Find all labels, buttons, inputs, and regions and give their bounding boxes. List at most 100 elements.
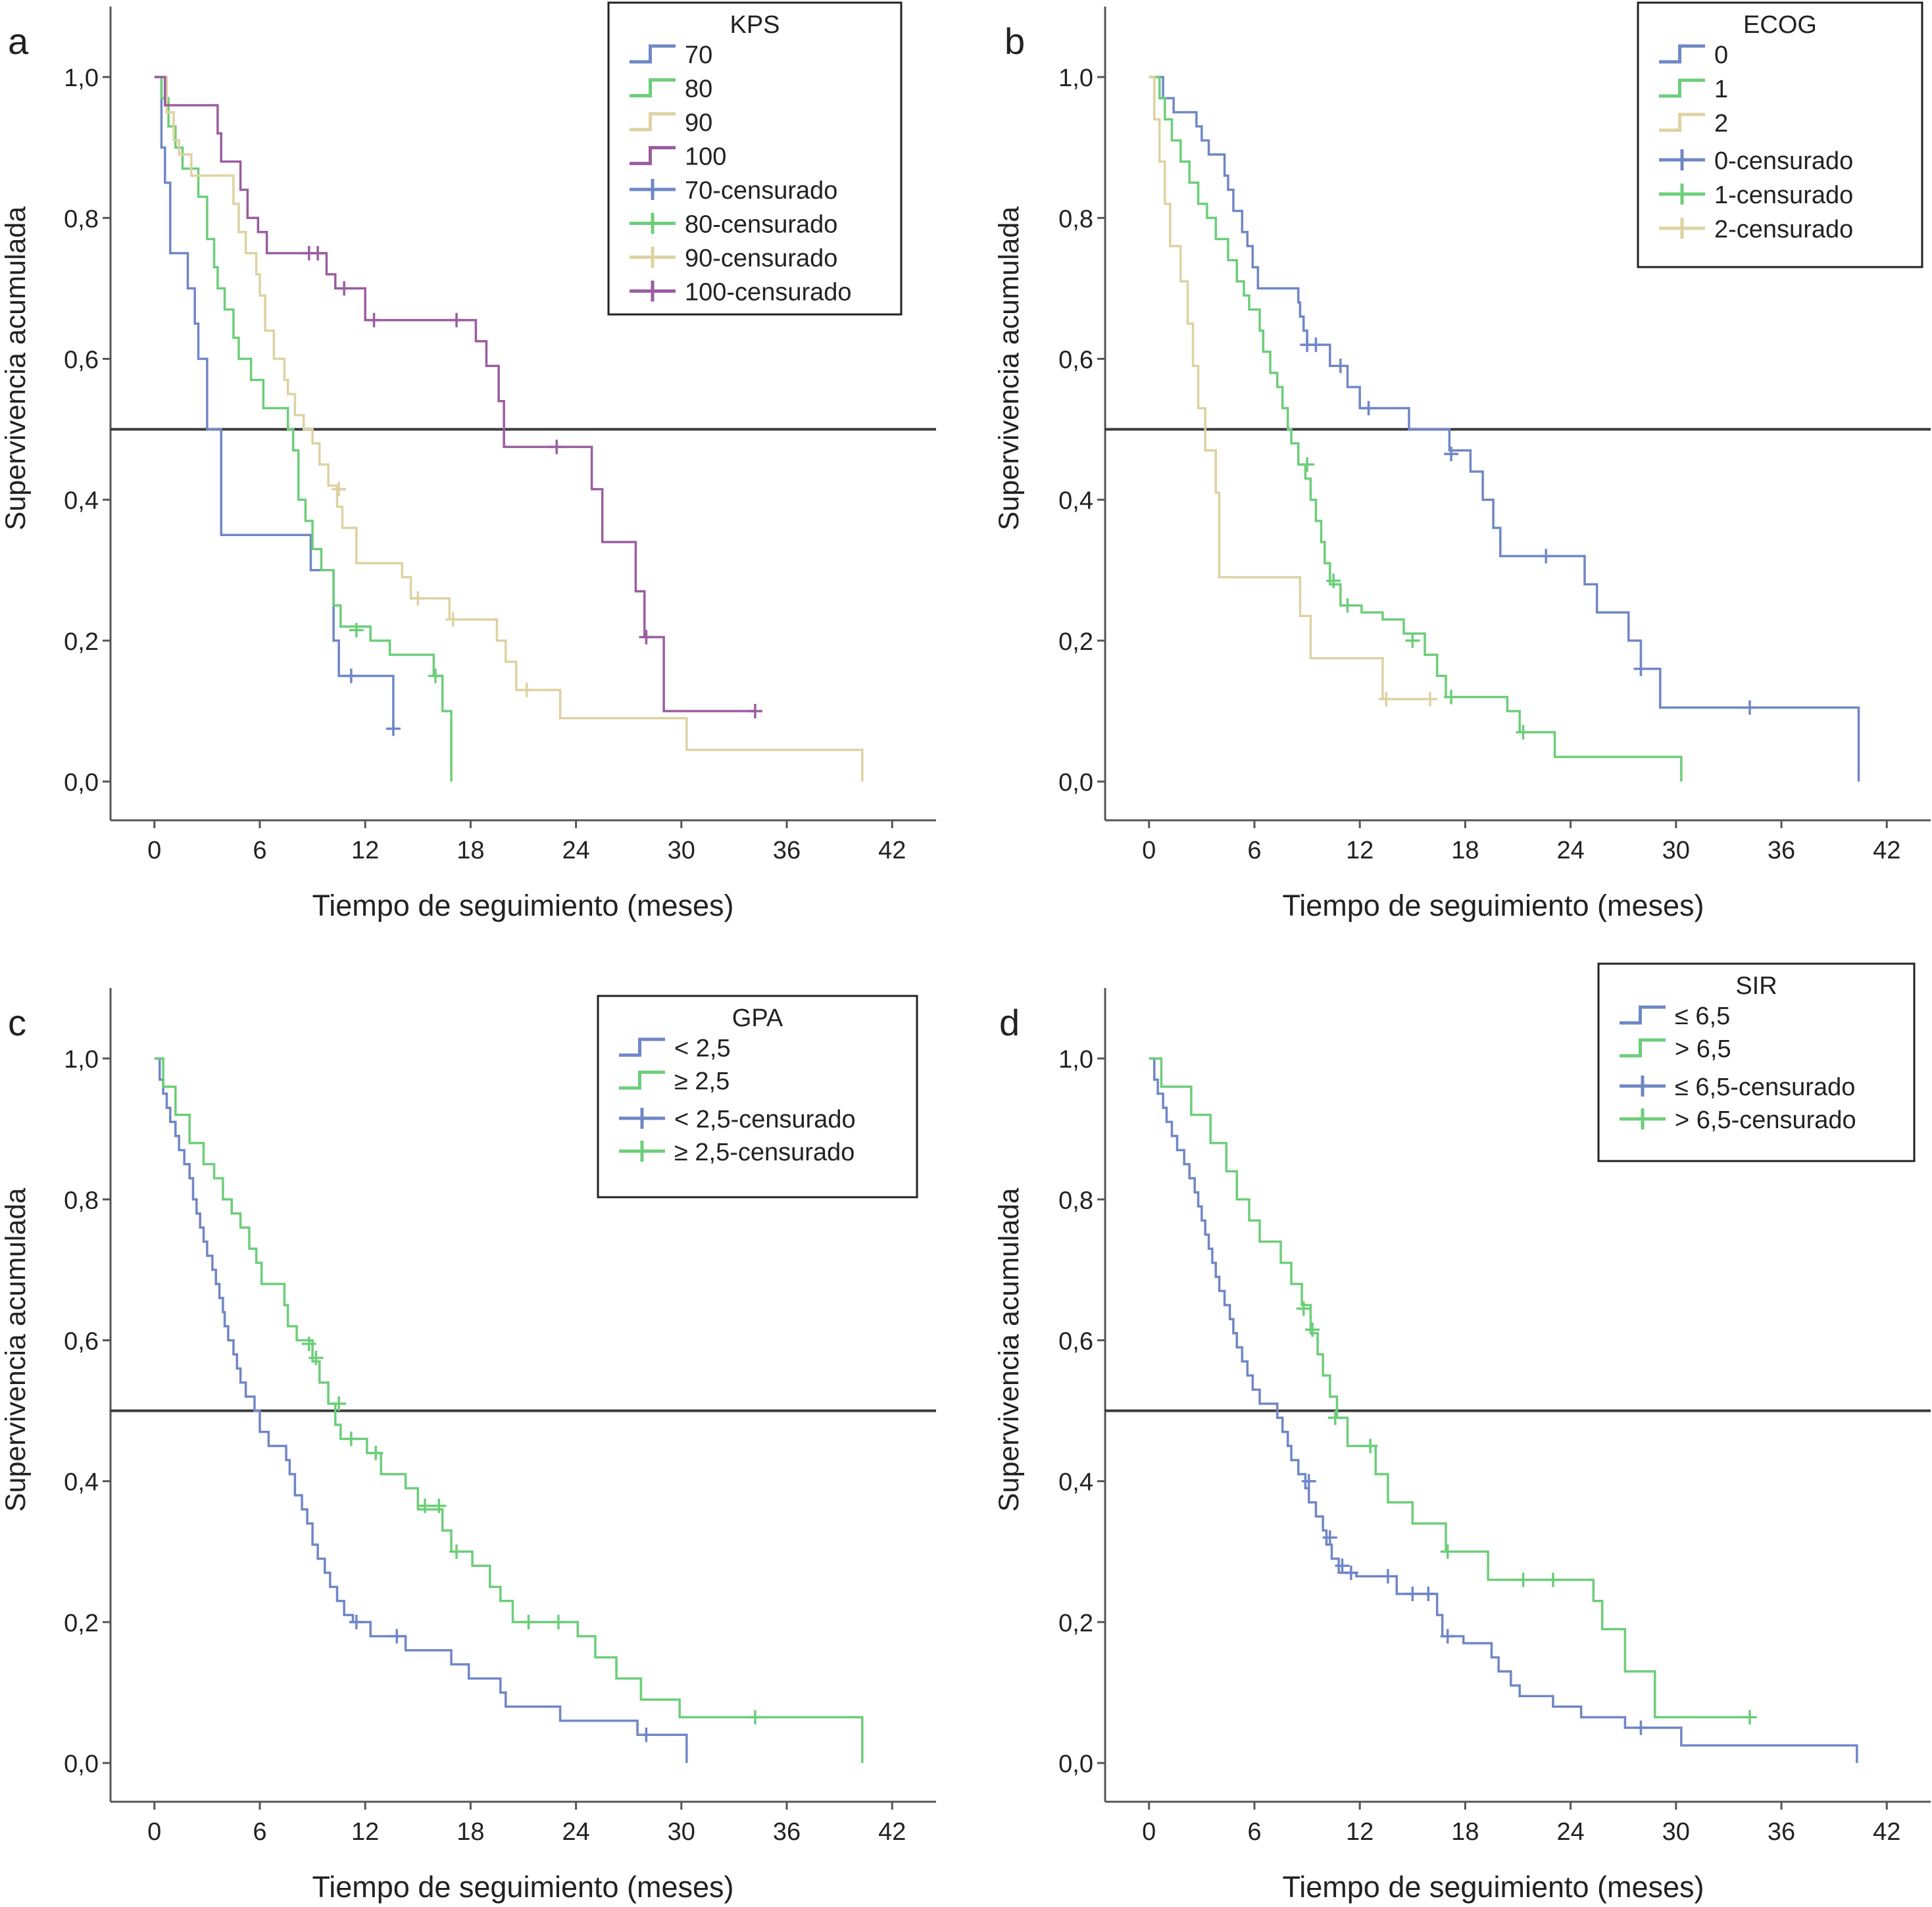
panel-d: d Supervivencia acumulada Tiempo de segu… [993,962,1931,1904]
y-tick-label: 1,0 [64,1046,99,1074]
x-tick-label: 0 [147,837,161,864]
legend-title: SIR [1735,972,1777,1000]
x-tick-label: 24 [1556,1818,1584,1846]
panel-c: c Supervivencia acumulada Tiempo de segu… [0,988,936,1904]
censor-mark [349,622,364,637]
x-tick-label: 36 [1768,837,1795,864]
series-0-curve [1149,76,1860,782]
x-tick-label: 24 [562,837,589,864]
censor-mark [301,1336,316,1351]
legend-swatch [630,179,676,200]
x-tick-label: 30 [1662,837,1690,864]
series--2-5-curve [154,1057,688,1764]
legend-box [1597,962,1916,1162]
x-tick-label: 0 [147,1818,161,1846]
legend-swatch [1620,1038,1666,1058]
legend-swatch [1659,112,1705,132]
censor-mark [343,1431,359,1447]
legend-swatch [630,212,676,234]
censor-mark [1516,1572,1531,1587]
y-axis-label: Supervivencia acumulada [993,207,1025,530]
legend-label: 80-censurado [685,211,837,239]
x-tick-label: 24 [562,1818,589,1846]
censor-mark [389,1629,405,1644]
legend-label: ≤ 6,5-censurado [1675,1074,1855,1101]
y-tick-label: 1,0 [1058,1046,1093,1074]
y-tick-label: 0,6 [64,1327,99,1355]
censor-mark [1516,725,1531,740]
censor-mark [521,1614,536,1629]
legend-label: < 2,5-censurado [674,1106,856,1133]
panel-letter: b [1004,20,1025,62]
x-tick-label: 18 [1451,837,1479,864]
censor-mark [1539,549,1554,564]
series-70-curve [154,76,395,729]
y-tick-label: 0,8 [1058,205,1093,233]
legend-swatch [1659,44,1705,64]
legend-swatch [1659,218,1705,239]
y-tick-label: 0,4 [64,1469,99,1497]
y-tick-label: 0,6 [64,346,99,374]
censor-mark [432,1498,447,1514]
censor-mark [1421,1587,1436,1602]
censor-mark [1326,573,1341,588]
y-tick-label: 0,4 [1058,1469,1093,1497]
legend-label: 0-censurado [1714,147,1853,175]
censor-mark [1340,598,1355,613]
censor-mark [1327,1410,1343,1425]
series-90-curve [154,76,864,782]
y-tick-label: 0,2 [1058,1610,1093,1637]
censor-mark [549,439,564,455]
legend-title: KPS [730,11,780,39]
censor-mark [747,704,762,718]
y-tick-label: 0,4 [64,487,99,515]
censor-mark [1422,691,1437,706]
censor-mark [1322,1530,1337,1545]
censor-mark [1361,401,1376,416]
panel-letter: d [999,1002,1020,1043]
x-tick-label: 36 [1768,1818,1795,1846]
censor-mark [1444,689,1459,705]
plot-area: 0,00,20,40,60,81,00 6 12 18 24 30 36 42 [64,988,936,1846]
legend-label: 100-censurado [685,279,852,307]
legend-swatch [630,112,676,132]
x-tick-label: 30 [668,837,695,864]
legend-swatch [630,44,676,64]
censor-mark [1405,633,1420,648]
panel-a: a Supervivencia acumulada Tiempo de segu… [0,1,936,922]
y-tick-label: 0,8 [1058,1187,1093,1214]
x-axis-label: Tiempo de seguimiento (meses) [1282,889,1704,922]
x-tick-label: 6 [253,1818,266,1846]
x-tick-label: 36 [773,837,801,864]
legend-swatch [1620,1005,1666,1025]
censor-mark [428,668,443,683]
censor-mark [337,281,352,296]
legend-label: 90-censurado [685,245,837,272]
legend-swatch [630,146,676,165]
legend-label: 0 [1714,41,1728,69]
y-tick-label: 0,6 [1058,346,1093,374]
legend-swatch [630,280,676,302]
legend-box [607,1,903,316]
censor-mark [519,682,534,697]
censor-mark [1742,700,1757,715]
plot-area: 0,00,20,40,60,81,00 6 12 18 24 30 36 42 [1058,7,1931,864]
y-tick-label: 0,0 [64,769,99,797]
x-tick-label: 12 [351,837,379,864]
censor-mark [1296,1301,1311,1316]
censor-mark [1405,1587,1420,1602]
censor-mark [417,1498,432,1514]
y-axis-label: Supervivencia acumulada [993,1188,1025,1512]
panel-b: b Supervivencia acumulada Tiempo de segu… [993,1,1931,922]
y-axis-label: Supervivencia acumulada [0,207,32,530]
censor-mark [366,312,382,328]
legend-title: GPA [732,1004,783,1032]
series-2-curve [1149,76,1437,701]
legend-label: 80 [685,76,712,103]
censor-mark [1335,1558,1350,1573]
x-tick-label: 42 [878,1818,906,1846]
y-tick-label: 0,0 [1058,1750,1093,1778]
legend-label: 70-censurado [685,177,837,205]
x-tick-label: 42 [1873,837,1900,864]
censor-mark [410,591,426,606]
